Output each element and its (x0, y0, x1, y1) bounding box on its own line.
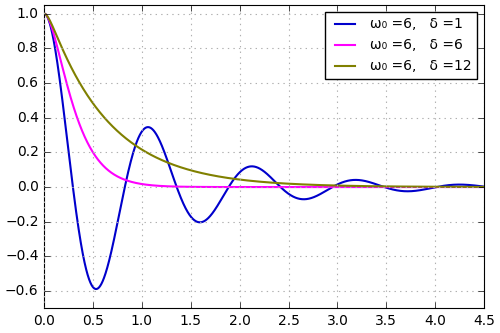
ω₀ =6,   δ =1 (41, 12, 47, 16)
ω₀ =6,   δ =6 (92, 153, 98, 157)
ω₀ =6,   δ =6 (481, 185, 487, 189)
ω₀ =6,   δ =1 (92, 286, 98, 290)
ω₀ =6,   δ =1 (93, 287, 99, 291)
ω₀ =6,   δ =1 (472, 183, 478, 187)
ω₀ =6,   δ =12 (92, 103, 98, 107)
ω₀ =6,   δ =12 (481, 185, 487, 189)
ω₀ =6,   δ =6 (229, 185, 235, 189)
ω₀ =6,   δ =1 (481, 184, 487, 188)
Line: ω₀ =6,   δ =6: ω₀ =6, δ =6 (44, 14, 484, 187)
ω₀ =6,   δ =12 (41, 12, 47, 16)
ω₀ =6,   δ =1 (210, 210, 216, 214)
Line: ω₀ =6,   δ =12: ω₀ =6, δ =12 (44, 14, 484, 187)
ω₀ =6,   δ =6 (425, 185, 431, 189)
ω₀ =6,   δ =1 (425, 187, 431, 191)
ω₀ =6,   δ =12 (118, 132, 124, 136)
ω₀ =6,   δ =12 (229, 176, 235, 180)
ω₀ =6,   δ =12 (425, 185, 431, 189)
Legend: ω₀ =6,   δ =1, ω₀ =6,   δ =6, ω₀ =6,   δ =12: ω₀ =6, δ =1, ω₀ =6, δ =6, ω₀ =6, δ =12 (326, 12, 477, 79)
ω₀ =6,   δ =12 (472, 185, 478, 189)
Line: ω₀ =6,   δ =1: ω₀ =6, δ =1 (44, 14, 484, 289)
ω₀ =6,   δ =12 (210, 173, 216, 177)
ω₀ =6,   δ =1 (229, 180, 235, 184)
ω₀ =6,   δ =6 (41, 12, 47, 16)
ω₀ =6,   δ =1 (118, 205, 124, 209)
ω₀ =6,   δ =6 (472, 185, 478, 189)
ω₀ =6,   δ =6 (118, 176, 124, 180)
ω₀ =6,   δ =6 (210, 185, 216, 189)
